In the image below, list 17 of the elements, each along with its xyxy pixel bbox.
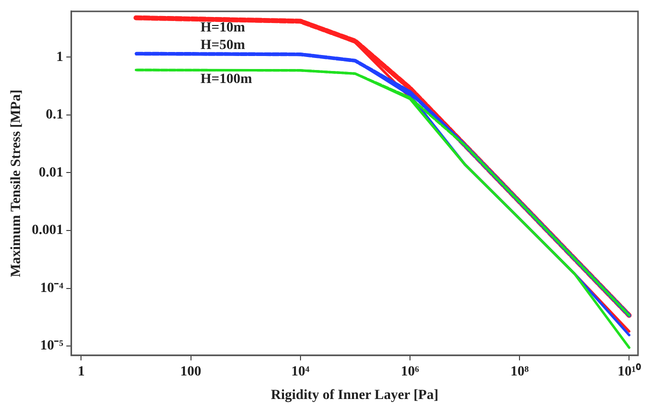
y-tick-label: 10⁻⁵ [40,338,64,354]
y-tick-label: 1 [56,50,64,65]
annotation: H=50m [200,38,246,54]
y-axis-title: Maximum Tensile Stress [MPa] [9,90,24,278]
x-tick-label: 100 [180,364,202,380]
y-tick-label: 0.001 [32,223,64,238]
annotation: H=10m [200,20,246,36]
y-tick-label: 0.01 [38,165,64,180]
x-tick-label: 10¹⁰ [618,362,641,380]
y-tick-label: 10⁻⁴ [40,280,64,296]
x-tick-label: 1 [78,364,85,380]
y-tick-label: 0.1 [46,108,64,123]
x-tick-label: 10⁴ [291,364,310,380]
annotation: H=100m [200,72,252,87]
x-tick-label: 10⁶ [400,364,420,380]
x-tick-label: 10⁸ [510,364,529,380]
x-axis-title: Rigidity of Inner Layer [Pa] [270,388,438,404]
